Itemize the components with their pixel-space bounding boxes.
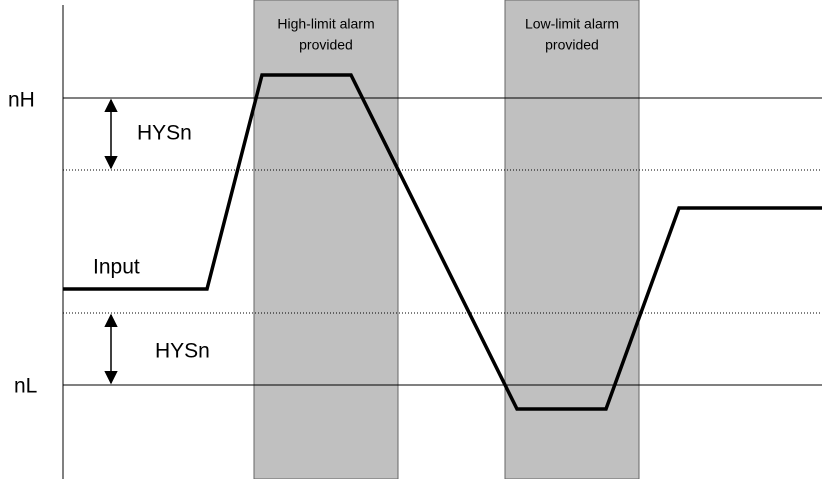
high-alarm-band [253,0,399,479]
low-level-label: nL [14,375,37,398]
band-label: provided [545,37,599,53]
input-label: Input [93,256,140,279]
hysteresis-label: HYSn [137,122,192,145]
band-label: High-limit alarm [277,16,374,32]
hysteresis-label: HYSn [155,340,210,363]
high-level-label: nH [8,89,35,112]
band-label: provided [299,37,353,53]
input-signal [63,73,822,411]
low-alarm-band [504,0,640,479]
band-label: Low-limit alarm [525,16,619,32]
